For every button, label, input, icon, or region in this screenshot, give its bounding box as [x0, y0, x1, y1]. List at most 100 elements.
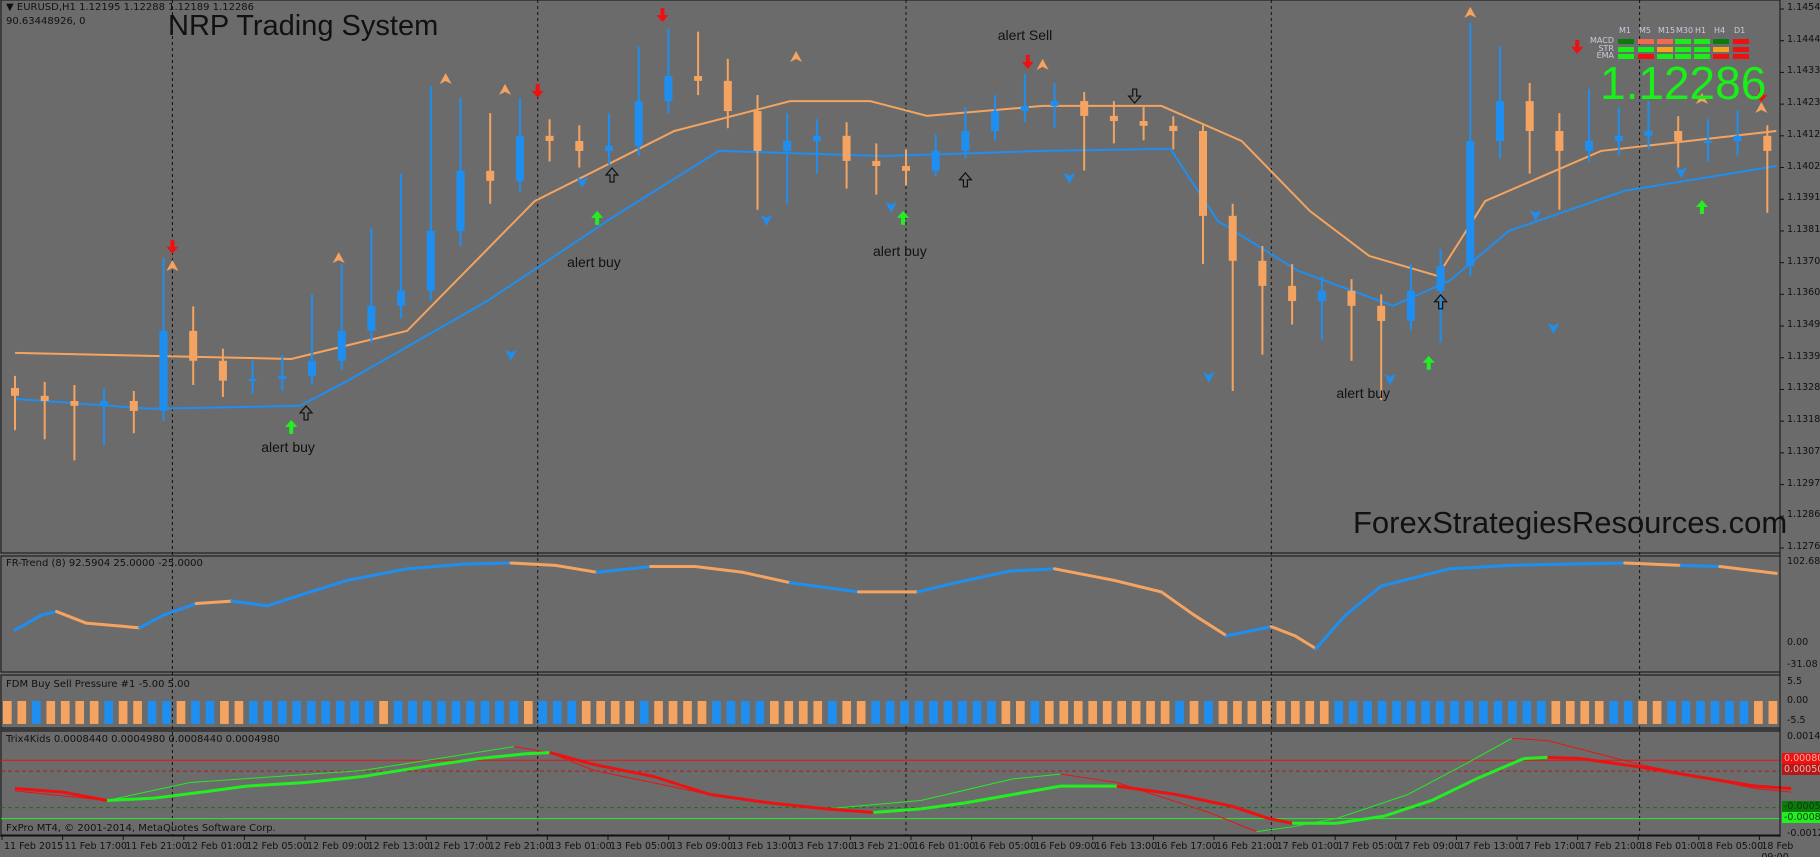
pressure-bar [335, 701, 345, 724]
candle-body [1228, 215, 1237, 261]
bottom-fractal-marker-icon [576, 177, 589, 189]
signal-cell [1675, 54, 1691, 59]
trix-signal-segment [1547, 740, 1640, 766]
fdm-label: FDM Buy Sell Pressure #1 -5.00 5.00 [6, 679, 190, 690]
signal-cell [1733, 39, 1749, 44]
time-tick-label: 16 Feb 05:00 [973, 841, 1036, 852]
candle-body [1644, 130, 1653, 136]
trix-main-segment [920, 801, 966, 811]
pressure-bar [1623, 701, 1633, 724]
chart-title: NRP Trading System [168, 10, 439, 42]
collapse-triangle-icon[interactable]: ▼ [6, 2, 14, 13]
sell-arrow-icon [166, 239, 179, 254]
pressure-bar [31, 701, 41, 724]
trix-axis-top: 0.001436 [1787, 731, 1820, 742]
fr-trend-segment [788, 581, 860, 594]
fr-trend-segment [509, 561, 558, 567]
pressure-bar [958, 701, 967, 724]
candle-body [694, 76, 703, 81]
trix-main-segment [1012, 784, 1061, 796]
pressure-bar [712, 701, 721, 724]
signal-cell [1618, 54, 1634, 59]
pressure-bar [1276, 701, 1286, 724]
trix-signal-segment [1060, 773, 1117, 784]
pressure-bar [1088, 701, 1098, 724]
pressure-bar [1059, 701, 1069, 724]
candle-body [486, 170, 495, 181]
candle-body [1377, 305, 1386, 321]
trix-main-segment [549, 751, 595, 766]
trix-signal-segment [1012, 773, 1061, 780]
alert-label: alert buy [1336, 384, 1391, 401]
buy-arrow-icon [1422, 355, 1435, 370]
trix-main-segment [1523, 755, 1548, 761]
candle-body [1525, 101, 1534, 131]
trix-main-segment [525, 751, 550, 756]
signal-cell [1657, 54, 1673, 59]
signal-cell [1694, 47, 1710, 52]
pressure-bar [1421, 701, 1430, 724]
pressure-bar [1189, 701, 1199, 724]
time-tick-label: 12 Feb 21:00 [488, 841, 552, 852]
time-tick-label: 13 Feb 17:00 [791, 841, 855, 852]
pressure-bar [379, 701, 388, 724]
pressure-bar [741, 701, 750, 724]
pressure-bar [610, 701, 620, 724]
fr-trend-segment [405, 562, 465, 571]
trix-level-tag: 0.000500 [1782, 764, 1820, 776]
candle-body [1109, 115, 1118, 122]
alert-label: alert buy [567, 253, 621, 270]
fr-trend-segment [13, 613, 44, 632]
bottom-fractal-marker-icon [1529, 209, 1542, 221]
candle-body [605, 145, 613, 151]
pressure-bar [393, 701, 403, 724]
candle-body [11, 387, 19, 396]
price-tick-label: 1.12865 [1787, 509, 1820, 521]
pressure-bar [1536, 701, 1546, 724]
pressure-bar [60, 701, 70, 724]
pressure-bar [1102, 701, 1112, 724]
pressure-bar [552, 701, 562, 724]
candle-body [902, 166, 910, 171]
fr-trend-segment [741, 570, 792, 585]
pressure-bar [147, 701, 157, 724]
pressure-bar [1146, 701, 1155, 724]
bottom-fractal-marker-icon [504, 349, 517, 361]
candle-body [1763, 135, 1772, 151]
pressure-bar [1667, 701, 1676, 724]
time-tick-label: 17 Feb 17:00 [1519, 841, 1582, 852]
candle-body [1020, 105, 1029, 112]
candle-body [1674, 130, 1683, 141]
fr-trend-segment [1053, 567, 1116, 582]
candle-body [1199, 130, 1207, 216]
signal-cell [1713, 39, 1729, 44]
panel-border [0, 730, 1781, 836]
time-tick-label: 13 Feb 09:00 [670, 841, 733, 852]
candle-body [961, 130, 970, 151]
hollow-up-arrow-icon [958, 171, 973, 188]
candle-body [278, 375, 287, 379]
time-tick-label: 13 Feb 05:00 [610, 841, 673, 852]
candle-body [783, 140, 792, 151]
price-tick-label: 1.14545 [1787, 2, 1820, 13]
fr-trend-segment [84, 621, 142, 630]
trix-signal-segment [825, 799, 921, 810]
price-tick-label: 1.13810 [1787, 223, 1820, 235]
candle-body [308, 360, 316, 376]
candle-body [70, 400, 79, 406]
trix-main-segment [1383, 799, 1433, 818]
pressure-bar [1204, 701, 1213, 724]
pressure-bar [523, 701, 533, 724]
fr-trend-segment [554, 563, 599, 574]
pressure-bar [625, 701, 634, 724]
fr-trend-segment [1448, 563, 1511, 571]
pressure-bar [827, 701, 837, 724]
candle-body [1139, 121, 1148, 126]
top-fractal-marker-icon [1464, 6, 1477, 18]
pressure-bar [1290, 701, 1300, 724]
candle-body [426, 230, 435, 291]
pressure-bar [104, 701, 113, 724]
time-tick-label: 12 Feb 17:00 [428, 841, 491, 852]
bottom-fractal-marker-icon [1547, 322, 1560, 334]
